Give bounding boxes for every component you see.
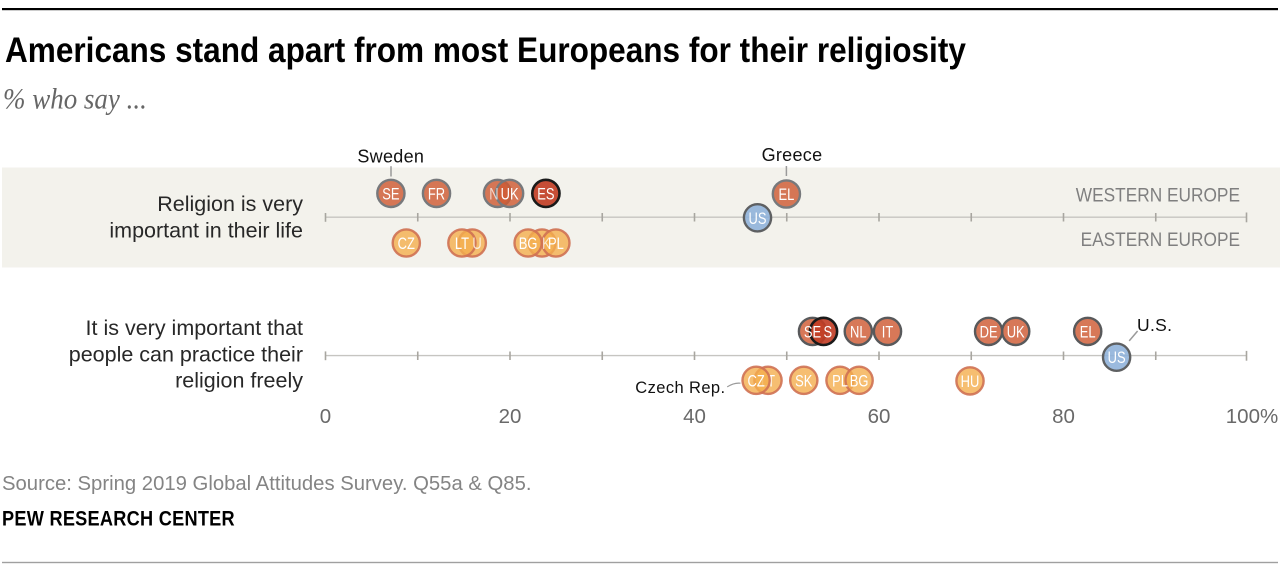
svg-text:IT: IT: [882, 323, 893, 342]
svg-text:K: K: [542, 234, 551, 253]
svg-text:PL: PL: [832, 372, 848, 391]
svg-text:% who say ...: % who say ...: [3, 83, 147, 116]
svg-text:Czech Rep.: Czech Rep.: [635, 379, 725, 397]
svg-text:US: US: [749, 209, 767, 228]
svg-text:S: S: [823, 323, 832, 342]
svg-text:UK: UK: [1007, 323, 1025, 342]
svg-text:EL: EL: [1080, 323, 1096, 342]
svg-text:NL: NL: [850, 323, 867, 342]
svg-text:CZ: CZ: [747, 372, 764, 391]
svg-text:DE: DE: [980, 323, 998, 342]
svg-text:WESTERN EUROPE: WESTERN EUROPE: [1076, 185, 1240, 206]
svg-text:SE: SE: [382, 185, 399, 204]
svg-text:BG: BG: [850, 372, 869, 391]
svg-text:FR: FR: [428, 185, 445, 204]
svg-text:EL: EL: [778, 185, 794, 204]
svg-text:BG: BG: [519, 234, 538, 253]
svg-text:N: N: [489, 185, 498, 204]
svg-text:LT: LT: [455, 234, 469, 253]
svg-text:ES: ES: [537, 185, 554, 204]
svg-text:US: US: [1108, 349, 1126, 368]
svg-text:80: 80: [1052, 405, 1075, 428]
svg-text:60: 60: [868, 405, 891, 428]
svg-text:important in their life: important in their life: [109, 219, 303, 243]
svg-text:religion freely: religion freely: [175, 369, 303, 393]
svg-text:PEW RESEARCH CENTER: PEW RESEARCH CENTER: [2, 508, 235, 532]
svg-text:people can practice their: people can practice their: [69, 342, 303, 366]
svg-text:EASTERN EUROPE: EASTERN EUROPE: [1081, 229, 1240, 250]
svg-text:It is very important that: It is very important that: [86, 316, 303, 340]
svg-text:U: U: [472, 234, 481, 253]
svg-text:SE: SE: [804, 323, 821, 342]
svg-text:UK: UK: [501, 185, 519, 204]
svg-text:40: 40: [683, 405, 706, 428]
svg-text:0: 0: [320, 405, 331, 428]
svg-text:PL: PL: [548, 234, 564, 253]
svg-text:100%: 100%: [1226, 405, 1278, 428]
svg-text:HU: HU: [961, 372, 980, 391]
svg-text:Greece: Greece: [762, 145, 823, 165]
svg-text:Americans stand apart from mos: Americans stand apart from most European…: [5, 32, 966, 71]
svg-text:Sweden: Sweden: [357, 146, 424, 166]
svg-text:20: 20: [499, 405, 522, 428]
svg-text:SK: SK: [795, 372, 812, 391]
svg-text:Religion is very: Religion is very: [157, 192, 303, 216]
svg-text:Source: Spring 2019 Global Att: Source: Spring 2019 Global Attitudes Sur…: [2, 473, 532, 495]
svg-text:CZ: CZ: [398, 234, 415, 253]
svg-text:U.S.: U.S.: [1137, 315, 1172, 335]
